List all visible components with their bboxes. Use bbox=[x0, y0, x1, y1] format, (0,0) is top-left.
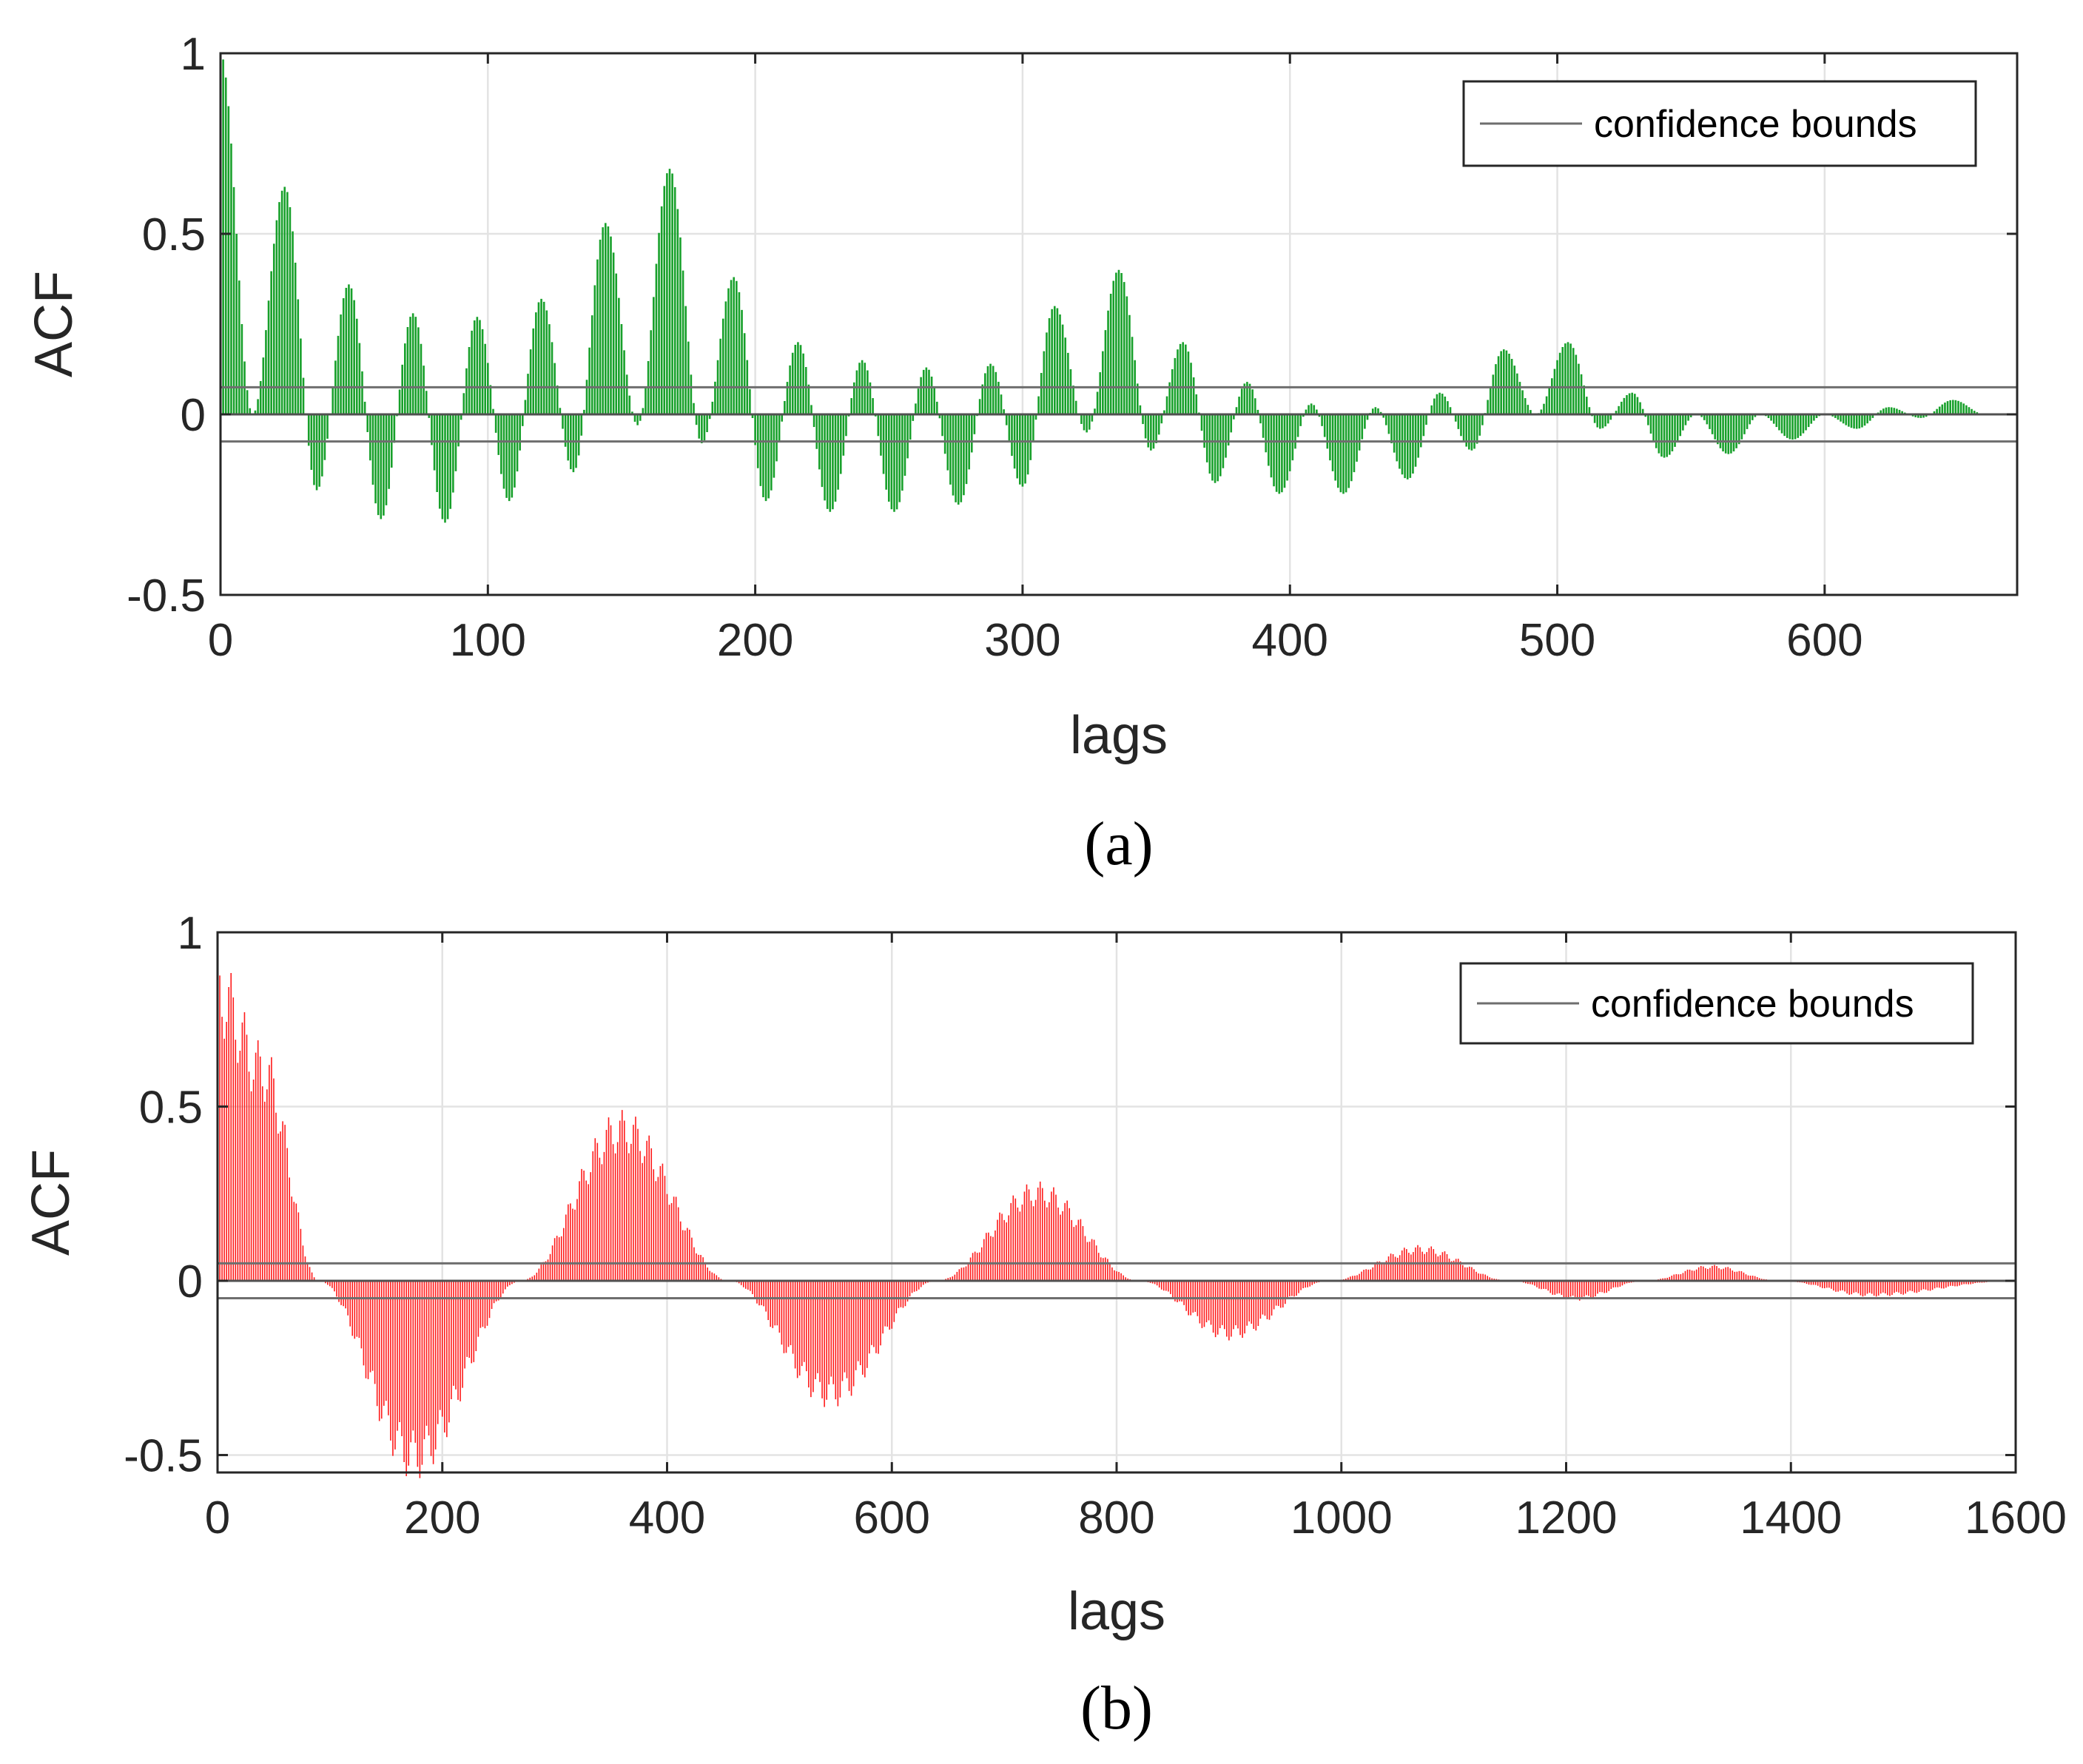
panel-b-y-axis-label: ACF bbox=[21, 1149, 81, 1256]
panel-b-ticks: 0 200 400 600 800 1000 1200 1400 1600-0.500.51 bbox=[124, 908, 2067, 1544]
x-tick-label: 1000 bbox=[1290, 1492, 1393, 1544]
x-tick-label: 400 bbox=[1252, 615, 1328, 666]
x-tick-label: 300 bbox=[984, 615, 1060, 666]
panel-b-x-axis-label: lags bbox=[1068, 1582, 1165, 1641]
panel-b-legend-label: confidence bounds bbox=[1591, 983, 1914, 1026]
panel-a-legend-label: confidence bounds bbox=[1594, 103, 1917, 146]
x-tick-label: 0 bbox=[205, 1492, 230, 1544]
y-tick-label: 0 bbox=[181, 390, 206, 441]
x-tick-label: 500 bbox=[1519, 615, 1595, 666]
panel-a-y-axis-label: ACF bbox=[24, 271, 84, 377]
x-tick-label: 1600 bbox=[1965, 1492, 2067, 1544]
panel-a-caption: (a) bbox=[1084, 809, 1153, 878]
y-tick-label: 0.5 bbox=[142, 209, 206, 260]
panel-b-legend: confidence bounds bbox=[1459, 962, 1974, 1045]
y-tick-label: -0.5 bbox=[127, 570, 206, 622]
y-tick-label: -0.5 bbox=[124, 1430, 203, 1481]
x-tick-label: 600 bbox=[1786, 615, 1862, 666]
x-tick-label: 400 bbox=[629, 1492, 705, 1544]
x-tick-label: 800 bbox=[1078, 1492, 1154, 1544]
x-tick-label: 1400 bbox=[1740, 1492, 1842, 1544]
panel-a-x-axis-label: lags bbox=[1070, 706, 1168, 765]
x-tick-label: 0 bbox=[208, 615, 233, 666]
y-tick-label: 0.5 bbox=[139, 1082, 203, 1133]
panel-b-reference-lines bbox=[218, 1262, 2016, 1300]
y-tick-label: 1 bbox=[181, 29, 206, 80]
panel-a-ticks: 0 100 200 300 400 500 600-0.500.51 bbox=[127, 29, 2017, 666]
panel-a-legend: confidence bounds bbox=[1462, 80, 1977, 167]
panel-b-caption: (b) bbox=[1080, 1674, 1153, 1743]
x-tick-label: 200 bbox=[404, 1492, 480, 1544]
x-tick-label: 600 bbox=[854, 1492, 930, 1544]
y-tick-label: 0 bbox=[178, 1256, 203, 1307]
x-tick-label: 1200 bbox=[1515, 1492, 1618, 1544]
panel-b-chart: 0 200 400 600 800 1000 1200 1400 1600-0.500.51 l… bbox=[21, 908, 2067, 1743]
panel-a-bars bbox=[219, 53, 1984, 523]
x-tick-label: 100 bbox=[450, 615, 526, 666]
panel-a-axes-box bbox=[219, 52, 2019, 596]
panel-a-chart: 0 100 200 300 400 500 600-0.500.51 lags ACF co… bbox=[24, 29, 2019, 878]
x-tick-label: 200 bbox=[717, 615, 793, 666]
panel-a-reference-lines bbox=[221, 386, 2017, 443]
y-tick-label: 1 bbox=[178, 908, 203, 959]
